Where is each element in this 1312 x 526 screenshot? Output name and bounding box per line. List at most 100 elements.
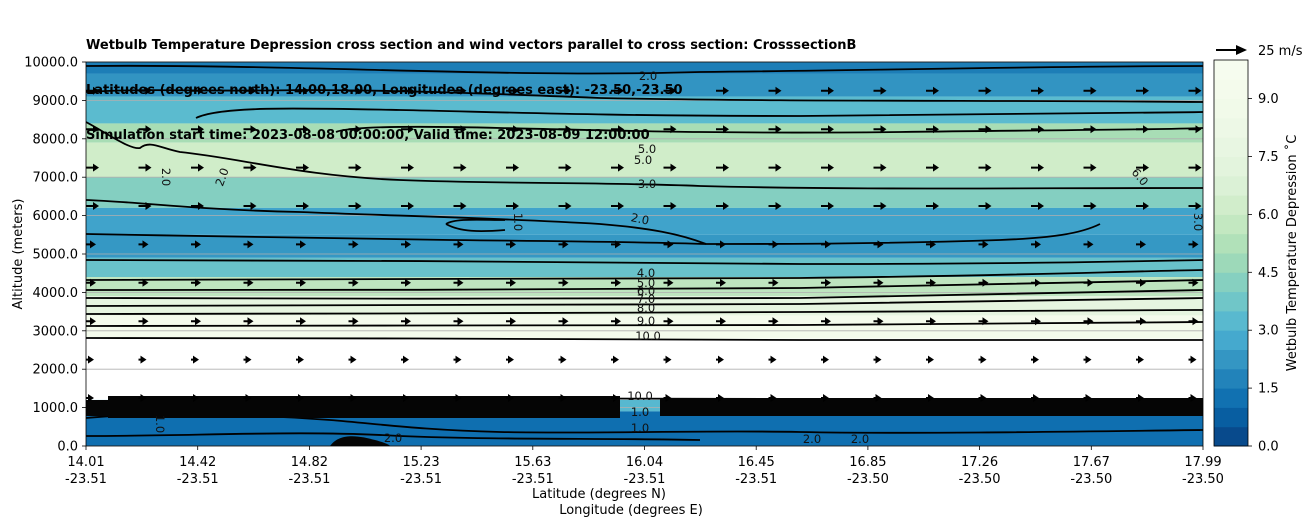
wind-vector — [453, 355, 462, 364]
x-tick-label-lat: 14.82 — [291, 455, 328, 470]
wind-vector — [453, 86, 467, 95]
wind-vector — [978, 86, 992, 95]
wind-vector — [768, 278, 779, 287]
wind-vector — [558, 355, 567, 364]
wind-vector — [348, 394, 357, 402]
contour-label: 5.0 — [638, 142, 656, 156]
wind-vector — [191, 163, 204, 172]
contour-label: 7.0 — [637, 292, 655, 306]
y-axis-label: Altitude (meters) — [11, 199, 26, 310]
wind-vector — [1083, 278, 1094, 287]
wind-vector — [86, 240, 96, 249]
wind-vector — [506, 394, 514, 402]
wind-vector — [768, 355, 777, 364]
x-tick-label-lon: -23.51 — [624, 472, 666, 487]
wind-vector — [138, 355, 147, 364]
wind-vector — [1188, 86, 1202, 95]
colorbar-segment — [1214, 349, 1248, 370]
x-tick-label-lat: 14.01 — [67, 455, 104, 470]
x-tick-label-lat: 17.67 — [1073, 455, 1110, 470]
wind-vector — [978, 163, 992, 172]
wind-vector — [296, 86, 309, 95]
wind-vector — [716, 317, 726, 326]
wind-vector — [1136, 355, 1144, 364]
wind-vector — [926, 394, 934, 402]
wind-vector — [558, 163, 572, 172]
wind-vector — [243, 278, 254, 287]
colorbar-segment — [1214, 407, 1248, 428]
contour-line — [86, 223, 1101, 245]
wind-vector — [926, 317, 936, 326]
wind-vector — [1083, 394, 1092, 402]
wind-vector — [453, 278, 464, 287]
wind-vector — [138, 394, 147, 402]
contour-fill-band — [86, 207, 1203, 235]
contour-line — [86, 289, 1203, 300]
wind-vector — [243, 394, 252, 402]
contour-label: 4.0 — [637, 266, 655, 280]
wind-vector — [453, 125, 467, 134]
wind-vector — [611, 278, 621, 287]
wind-vector — [138, 240, 149, 249]
contour-label: 5.0 — [634, 153, 652, 167]
contour-fill-band — [86, 315, 1203, 339]
x-tick-label-lon: -23.51 — [288, 472, 330, 487]
wind-vector — [926, 355, 934, 364]
contour-label: 2.0 — [384, 431, 402, 445]
wind-vector — [821, 355, 829, 364]
wind-vector — [558, 394, 567, 402]
contour-label: 2.0 — [630, 210, 651, 227]
wind-vector — [243, 163, 257, 172]
wind-vector — [1083, 317, 1094, 326]
wind-vector — [401, 317, 411, 326]
colorbar-frame — [1213, 59, 1249, 447]
wind-vector — [611, 202, 624, 210]
contour-fill-band — [86, 257, 1203, 278]
wind-vector — [191, 355, 199, 364]
wind-vector — [1136, 125, 1149, 134]
wind-vector — [1031, 86, 1044, 95]
contour-fill-band — [86, 277, 1203, 297]
wind-vector — [821, 317, 831, 326]
colorbar-segment — [1214, 233, 1248, 254]
wind-vector — [86, 394, 94, 402]
wind-vector — [506, 86, 519, 95]
wind-vector — [873, 86, 887, 95]
contour-line — [86, 432, 701, 441]
y-tick-label: 1000.0 — [33, 401, 79, 416]
x-tick-label-lat: 17.99 — [1184, 455, 1221, 470]
wind-vector — [1031, 317, 1041, 326]
wind-vector — [873, 202, 887, 210]
wind-vector — [558, 202, 572, 210]
contour-fill-band — [86, 177, 1203, 208]
colorbar-label: Wetbulb Temperature Depression ˚C — [1284, 135, 1300, 372]
wind-vector — [873, 394, 882, 402]
colorbar-segment — [1214, 156, 1248, 177]
wind-vector — [453, 202, 467, 210]
contour-label: 1.0 — [631, 405, 649, 419]
wind-vector — [401, 125, 414, 134]
wind-vector — [86, 125, 99, 134]
wind-vector — [611, 317, 621, 326]
wind-vector — [768, 125, 782, 134]
wind-vector — [558, 86, 572, 95]
wind-vector — [821, 240, 831, 249]
x-tick-label-lon: -23.50 — [1182, 472, 1224, 487]
contour-fill-band — [86, 142, 1203, 178]
wind-vector — [506, 240, 516, 249]
y-tick-label: 3000.0 — [33, 324, 79, 339]
wind-vector — [926, 202, 939, 210]
wind-vector — [611, 394, 619, 402]
wind-vector — [296, 125, 309, 134]
wind-vector — [768, 317, 779, 326]
contour-line — [86, 297, 1203, 307]
wind-vector — [348, 317, 359, 326]
wind-vector — [926, 163, 939, 172]
contour-label: 2.0 — [159, 168, 173, 186]
wind-vector — [1136, 317, 1146, 326]
wind-vector — [453, 240, 464, 249]
wind-vector — [243, 202, 257, 210]
wind-vector — [1083, 125, 1097, 134]
wind-vector — [716, 125, 729, 134]
wind-vector — [978, 240, 989, 249]
